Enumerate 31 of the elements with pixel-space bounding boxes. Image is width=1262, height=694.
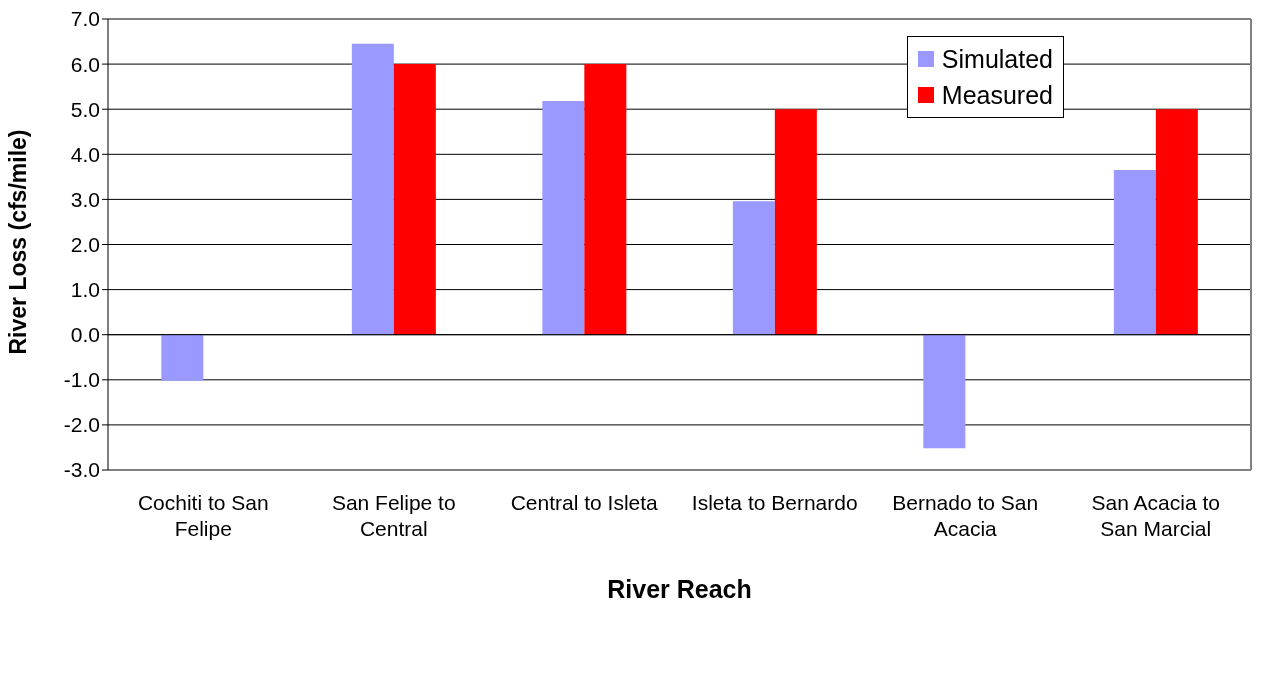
x-axis-title: River Reach: [607, 575, 752, 603]
bar: [1155, 109, 1198, 335]
y-tick-label: 7.0: [70, 7, 100, 31]
bar: [161, 334, 204, 381]
bar: [584, 64, 627, 335]
y-tick-label: 3.0: [70, 187, 100, 211]
bar: [732, 201, 775, 335]
legend-label: Measured: [941, 80, 1053, 110]
bar: [393, 64, 436, 335]
x-tick-label: Isleta to Bernardo: [691, 491, 858, 514]
y-tick-label: 4.0: [70, 142, 100, 166]
legend-label: Simulated: [941, 44, 1053, 74]
x-tick-label: Cochiti to San Felipe: [137, 491, 269, 540]
bar: [923, 334, 966, 449]
y-axis-title: River Loss (cfs/mile): [5, 129, 32, 355]
bar: [774, 109, 817, 335]
bar: [542, 101, 585, 335]
y-tick-label: 2.0: [70, 232, 100, 256]
y-tick-label: 1.0: [70, 278, 100, 302]
bar: [351, 43, 394, 335]
y-tick-label: 0.0: [70, 323, 100, 347]
y-tick-label: 5.0: [70, 97, 100, 121]
y-tick-label: -2.0: [63, 413, 100, 437]
x-tick-label: San Felipe to Central: [331, 491, 456, 540]
y-tick-label: -3.0: [63, 458, 100, 482]
x-tick-label: Central to Isleta: [510, 491, 659, 514]
x-tick-label: Bernado to San Acacia: [892, 491, 1039, 540]
bar: [1113, 170, 1156, 335]
y-tick-label: 6.0: [70, 52, 100, 76]
x-tick-label: San Acacia to San Marcial: [1091, 491, 1220, 540]
y-tick-label: -1.0: [63, 368, 100, 392]
